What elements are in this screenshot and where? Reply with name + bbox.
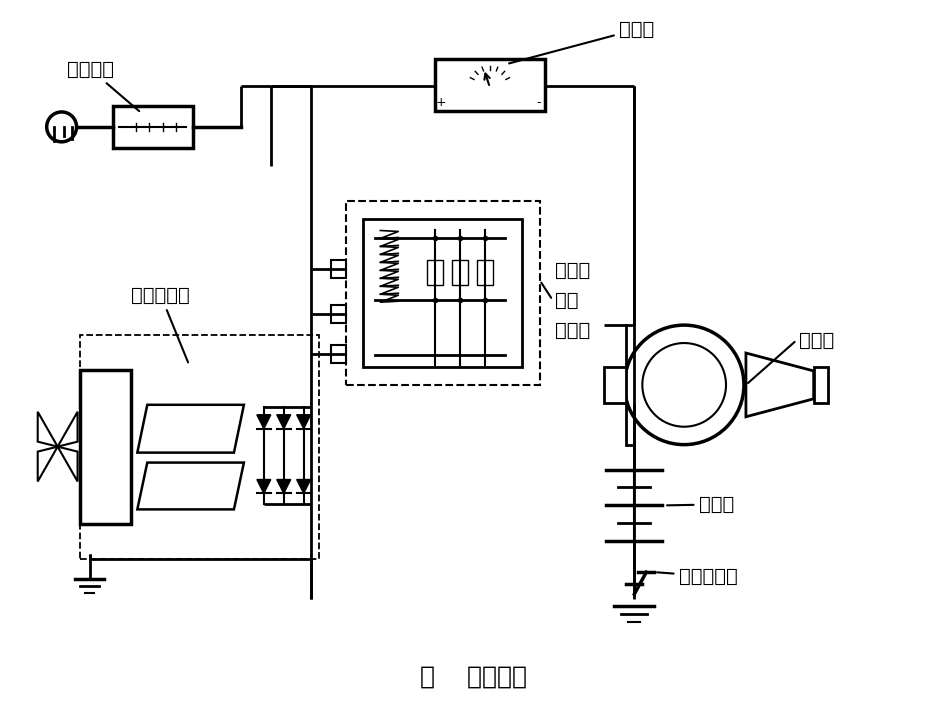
Bar (813, 367, 828, 403)
Text: -: - (537, 96, 541, 110)
Polygon shape (257, 415, 271, 429)
Polygon shape (58, 412, 78, 447)
Bar (80, 370, 132, 525)
Bar (345, 200, 539, 385)
Text: +: + (436, 96, 447, 110)
Bar (605, 367, 627, 403)
Bar (331, 261, 345, 278)
Text: 电流表: 电流表 (509, 20, 655, 64)
Polygon shape (277, 479, 291, 493)
Text: 点火开关: 点火开关 (66, 59, 139, 111)
Text: 振动式: 振动式 (555, 261, 590, 280)
Bar (331, 345, 345, 363)
Polygon shape (58, 447, 78, 481)
Bar (477, 261, 493, 285)
Text: 交流发电机: 交流发电机 (132, 286, 191, 362)
Text: 电源总开关: 电源总开关 (657, 566, 738, 586)
Polygon shape (38, 447, 58, 481)
Bar (80, 335, 319, 559)
Polygon shape (38, 412, 58, 447)
Bar (114, 106, 193, 148)
Text: 调节器: 调节器 (555, 321, 590, 340)
Text: 蓄电池: 蓄电池 (667, 495, 735, 514)
Circle shape (643, 343, 726, 427)
Bar (428, 261, 443, 285)
Text: 起动机: 起动机 (799, 331, 834, 350)
Polygon shape (137, 462, 244, 509)
Polygon shape (297, 479, 311, 493)
Bar (331, 305, 345, 323)
Circle shape (46, 112, 77, 142)
Text: 图    电源电路: 图 电源电路 (421, 665, 527, 689)
Polygon shape (257, 479, 271, 493)
Bar (452, 261, 468, 285)
Circle shape (625, 325, 744, 445)
Bar (435, 59, 545, 111)
Text: 电压: 电压 (555, 291, 578, 309)
Polygon shape (297, 415, 311, 429)
Polygon shape (137, 405, 244, 452)
Bar (363, 219, 521, 367)
Polygon shape (277, 415, 291, 429)
Polygon shape (746, 353, 813, 417)
